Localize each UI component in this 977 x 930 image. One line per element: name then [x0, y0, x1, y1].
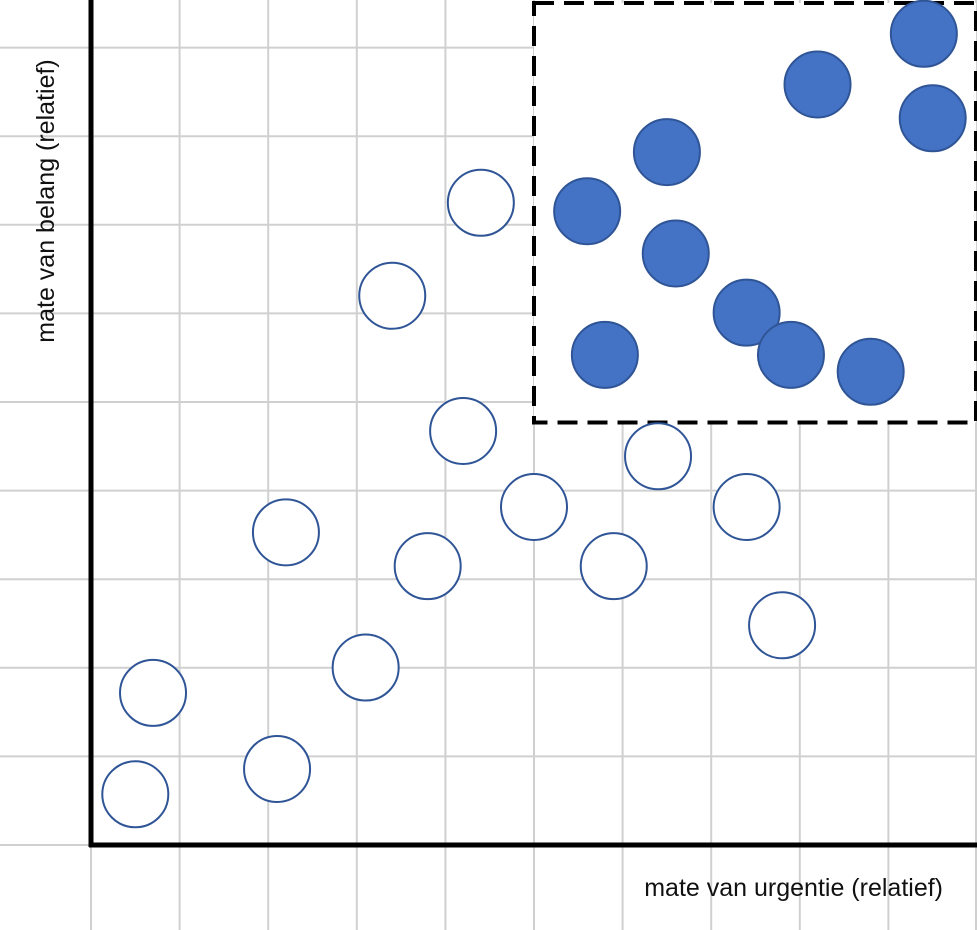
data-point-open: [429, 396, 498, 465]
data-point-open: [243, 734, 312, 803]
data-point-open: [101, 760, 170, 829]
data-point-filled: [783, 50, 852, 119]
data-point-filled: [756, 320, 825, 389]
data-point-filled: [712, 278, 781, 347]
data-point-open: [500, 473, 568, 541]
data-point-filled: [889, 0, 958, 68]
data-point-open: [446, 168, 515, 237]
data-point-filled: [570, 320, 639, 389]
data-point-open: [251, 498, 320, 567]
data-point-open: [579, 532, 648, 601]
data-point-open: [712, 473, 781, 541]
data-point-filled: [641, 219, 710, 288]
data-point-open: [624, 422, 693, 491]
data-point-open: [393, 532, 462, 601]
y-axis-label: mate van belang (relatief): [32, 59, 60, 342]
data-point-filled: [632, 118, 701, 187]
data-point-filled: [898, 84, 967, 153]
data-point-open: [331, 633, 400, 702]
data-point-open: [748, 591, 817, 660]
data-point-open: [119, 658, 188, 727]
data-point-filled: [553, 177, 622, 246]
data-point-open: [358, 261, 427, 330]
data-point-filled: [836, 337, 905, 406]
x-axis-label: mate van urgentie (relatief): [644, 874, 943, 902]
markers: [101, 0, 967, 829]
